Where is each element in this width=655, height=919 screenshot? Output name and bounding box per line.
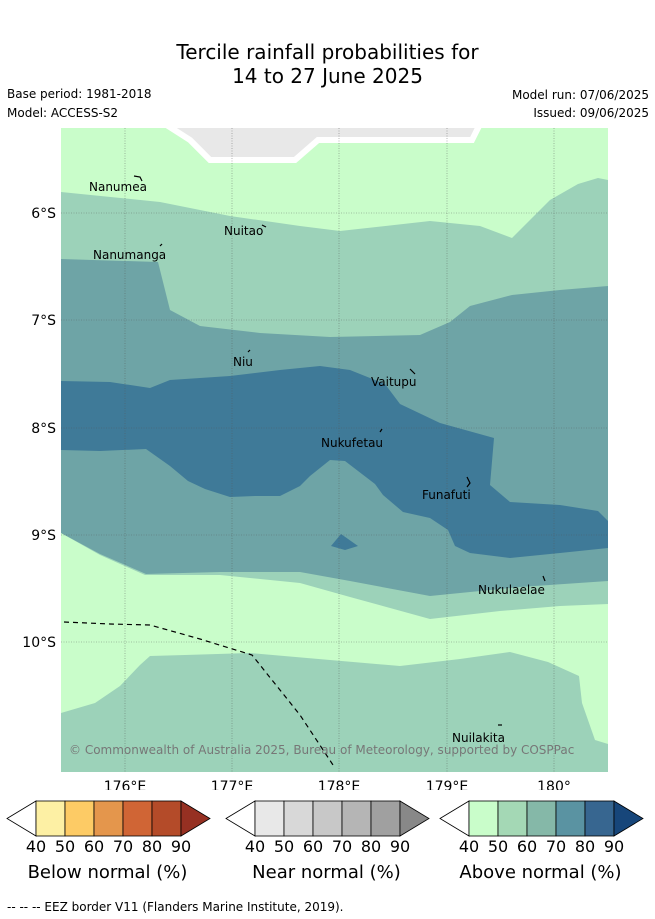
colorbar-1 bbox=[6, 800, 211, 837]
colorbar-tick-label: 40 bbox=[458, 837, 480, 856]
colorbar-segment bbox=[283, 800, 314, 837]
colorbar-arrow-right bbox=[613, 800, 644, 837]
lon-label-180: 180° bbox=[537, 779, 571, 790]
colorbar-segment bbox=[254, 800, 285, 837]
colorbar-segment bbox=[555, 800, 586, 837]
lat-label-10s: 10°S bbox=[22, 635, 56, 651]
colorbar-arrow-right bbox=[399, 800, 430, 837]
island-label-nanumanga: Nanumanga bbox=[93, 248, 166, 262]
map-grid bbox=[61, 128, 608, 772]
colorbar-tick-label: 90 bbox=[170, 837, 192, 856]
colorbar-tick-label: 70 bbox=[112, 837, 134, 856]
colorbar-tick-label: 90 bbox=[603, 837, 625, 856]
colorbar-tick-label: 70 bbox=[331, 837, 353, 856]
lon-label-176e: 176°E bbox=[104, 779, 147, 790]
colorbar-segment bbox=[122, 800, 153, 837]
island-label-nuilakita: Nuilakita bbox=[452, 731, 505, 745]
colorbar-tick-label: 80 bbox=[574, 837, 596, 856]
island-label-niu: Niu bbox=[233, 355, 253, 369]
colorbar-tick-label: 70 bbox=[545, 837, 567, 856]
colorbar-segment bbox=[584, 800, 615, 837]
colorbar-segment bbox=[312, 800, 343, 837]
lat-label-8s: 8°S bbox=[31, 421, 56, 437]
island-label-nukulaelae: Nukulaelae bbox=[478, 583, 545, 597]
colorbar-3 bbox=[439, 800, 644, 837]
island-label-nanumea: Nanumea bbox=[89, 180, 147, 194]
field-above-70 bbox=[61, 366, 608, 558]
colorbar-arrow-left bbox=[439, 800, 470, 837]
colorbar-tick-label: 50 bbox=[273, 837, 295, 856]
colorbar-segment bbox=[151, 800, 182, 837]
colorbar-tick-label: 80 bbox=[360, 837, 382, 856]
model-run: Model run: 07/06/2025 bbox=[511, 88, 649, 102]
probability-fields: Nanumea Nuitao Nanumanga Niu Vaitupu Nuk… bbox=[61, 128, 608, 772]
colorbar-segment bbox=[497, 800, 528, 837]
colorbar-tick-label: 40 bbox=[244, 837, 266, 856]
field-above-70-patch bbox=[331, 534, 358, 550]
island-label-funafuti: Funafuti bbox=[422, 488, 471, 502]
colorbar-title: Above normal (%) bbox=[459, 862, 622, 883]
island-label-vaitupu: Vaitupu bbox=[371, 375, 417, 389]
lat-label-6s: 6°S bbox=[31, 206, 56, 222]
lat-label-7s: 7°S bbox=[31, 313, 56, 329]
colorbar-tick-label: 60 bbox=[302, 837, 324, 856]
island-label-nukufetau: Nukufetau bbox=[321, 436, 383, 450]
issued-date: Issued: 09/06/2025 bbox=[533, 106, 649, 120]
colorbar-segment bbox=[64, 800, 95, 837]
colorbar-tick-label: 90 bbox=[389, 837, 411, 856]
lat-label-9s: 9°S bbox=[31, 528, 56, 544]
title-line-1: Tercile rainfall probabilities for bbox=[176, 40, 479, 64]
colorbar-arrow-left bbox=[225, 800, 256, 837]
title-line-2: 14 to 27 June 2025 bbox=[232, 64, 423, 88]
colorbar-segment bbox=[35, 800, 66, 837]
colorbar-segment bbox=[341, 800, 372, 837]
eez-footnote: -- -- -- EEZ border V11 (Flanders Marine… bbox=[7, 900, 344, 914]
colorbar-2 bbox=[225, 800, 430, 837]
island-marks bbox=[133, 175, 546, 726]
base-period: Base period: 1981-2018 bbox=[7, 87, 152, 101]
colorbar-tick-label: 60 bbox=[83, 837, 105, 856]
lon-label-179e: 179°E bbox=[426, 779, 469, 790]
model-name: Model: ACCESS-S2 bbox=[7, 106, 119, 120]
colorbar-tick-label: 40 bbox=[25, 837, 47, 856]
rainfall-map: Nanumea Nuitao Nanumanga Niu Vaitupu Nuk… bbox=[22, 128, 608, 790]
colorbar-tick-label: 60 bbox=[516, 837, 538, 856]
colorbar-tick-label: 80 bbox=[141, 837, 163, 856]
eez-border bbox=[63, 621, 336, 769]
island-label-nuitao: Nuitao bbox=[224, 224, 263, 238]
colorbar-segment bbox=[370, 800, 401, 837]
lon-label-178e: 178°E bbox=[318, 779, 361, 790]
colorbar-arrow-left bbox=[6, 800, 37, 837]
colorbar-segment bbox=[526, 800, 557, 837]
copyright-text: © Commonwealth of Australia 2025, Bureau… bbox=[69, 743, 574, 757]
colorbar-tick-label: 50 bbox=[54, 837, 76, 856]
lon-label-177e: 177°E bbox=[211, 779, 254, 790]
colorbar-arrow-right bbox=[180, 800, 211, 837]
colorbar-segment bbox=[93, 800, 124, 837]
colorbar-title: Below normal (%) bbox=[27, 862, 188, 883]
colorbar-tick-label: 50 bbox=[487, 837, 509, 856]
colorbar-segment bbox=[468, 800, 499, 837]
colorbar-title: Near normal (%) bbox=[252, 862, 401, 883]
field-near-normal-patch bbox=[165, 128, 482, 163]
